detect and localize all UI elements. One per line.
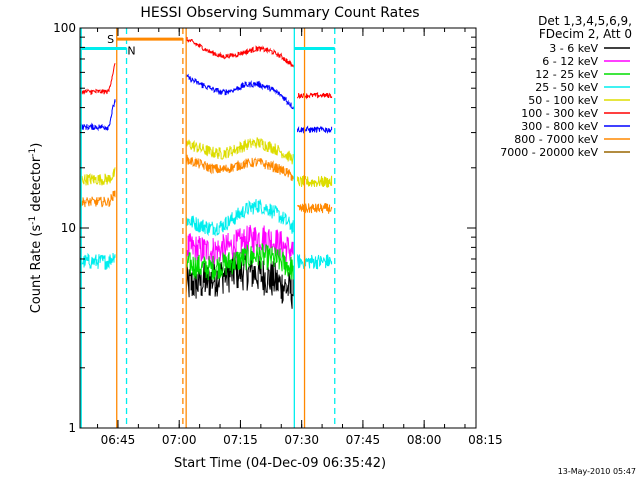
y-axis-label-mid: detector (29, 156, 44, 216)
y-axis-label-main: Count Rate (s (29, 225, 44, 314)
legend-header-line1: Det 1,3,4,5,6,9, (538, 14, 632, 28)
night-flag-label: N (127, 45, 135, 58)
x-tick-label: 07:15 (223, 433, 258, 447)
legend-label: 100 - 300 keV (521, 107, 598, 120)
legend-label: 300 - 800 keV (521, 120, 598, 133)
x-tick-label: 06:45 (101, 433, 136, 447)
plot-frame (79, 27, 477, 429)
series-day-25-50-kev (185, 199, 294, 237)
y-tick-label: 1 (68, 421, 76, 435)
plot-area: SN (79, 28, 336, 428)
legend-label: 3 - 6 keV (549, 42, 598, 55)
legend-label: 25 - 50 keV (535, 81, 598, 94)
chart-title: HESSI Observing Summary Count Rates (140, 5, 419, 21)
series-day2-100-300-kev (297, 92, 333, 100)
series-night-800-7000-kev (79, 190, 116, 208)
x-tick-label: 08:15 (468, 433, 503, 447)
series-day-300-800-kev (185, 73, 294, 110)
series-day-12-25-kev (185, 243, 294, 281)
footer-timestamp: 13-May-2010 05:47 (558, 467, 636, 476)
x-tick-label: 07:00 (162, 433, 197, 447)
legend-label: 12 - 25 keV (535, 68, 598, 81)
y-tick-label: 10 (61, 221, 76, 235)
series-night-100-300-kev (79, 63, 116, 96)
legend-label: 50 - 100 keV (528, 94, 598, 107)
y-axis-label-sup2: -1 (28, 148, 38, 157)
axes: 06:45 07:00 07:15 07:30 07:45 08:00 08:15 1 10 10… (53, 21, 503, 447)
series-day2-800-7000-kev (297, 202, 333, 214)
y-tick-label: 100 (53, 21, 76, 35)
legend-header-line2: FDecim 2, Att 0 (539, 27, 632, 41)
x-tick-label: 07:45 (346, 433, 381, 447)
series-day-50-100-kev (185, 137, 294, 165)
series-night-25-50-kev (79, 252, 116, 270)
legend-label: 800 - 7000 keV (514, 133, 598, 146)
series-day2-300-800-kev (297, 125, 333, 135)
saa-flag-label: S (107, 33, 114, 46)
x-tick-label: 08:00 (407, 433, 442, 447)
y-axis-label-sup1: -1 (28, 216, 38, 225)
series-day2-25-50-kev (297, 254, 333, 270)
y-axis-label: Count Rate (s-1 detector-1) (28, 143, 44, 314)
legend-label: 7000 - 20000 keV (500, 146, 598, 159)
series-night-300-800-kev (79, 99, 116, 132)
y-axis-label-end: ) (29, 143, 44, 148)
series-day-100-300-kev (185, 36, 294, 68)
series-day2-50-100-kev (297, 175, 333, 188)
legend-label: 6 - 12 keV (542, 55, 598, 68)
x-tick-label: 07:30 (284, 433, 319, 447)
x-axis-label: Start Time (04-Dec-09 06:35:42) (174, 456, 386, 471)
series-day-800-7000-kev (185, 154, 294, 182)
series-night-50-100-kev (79, 167, 116, 186)
